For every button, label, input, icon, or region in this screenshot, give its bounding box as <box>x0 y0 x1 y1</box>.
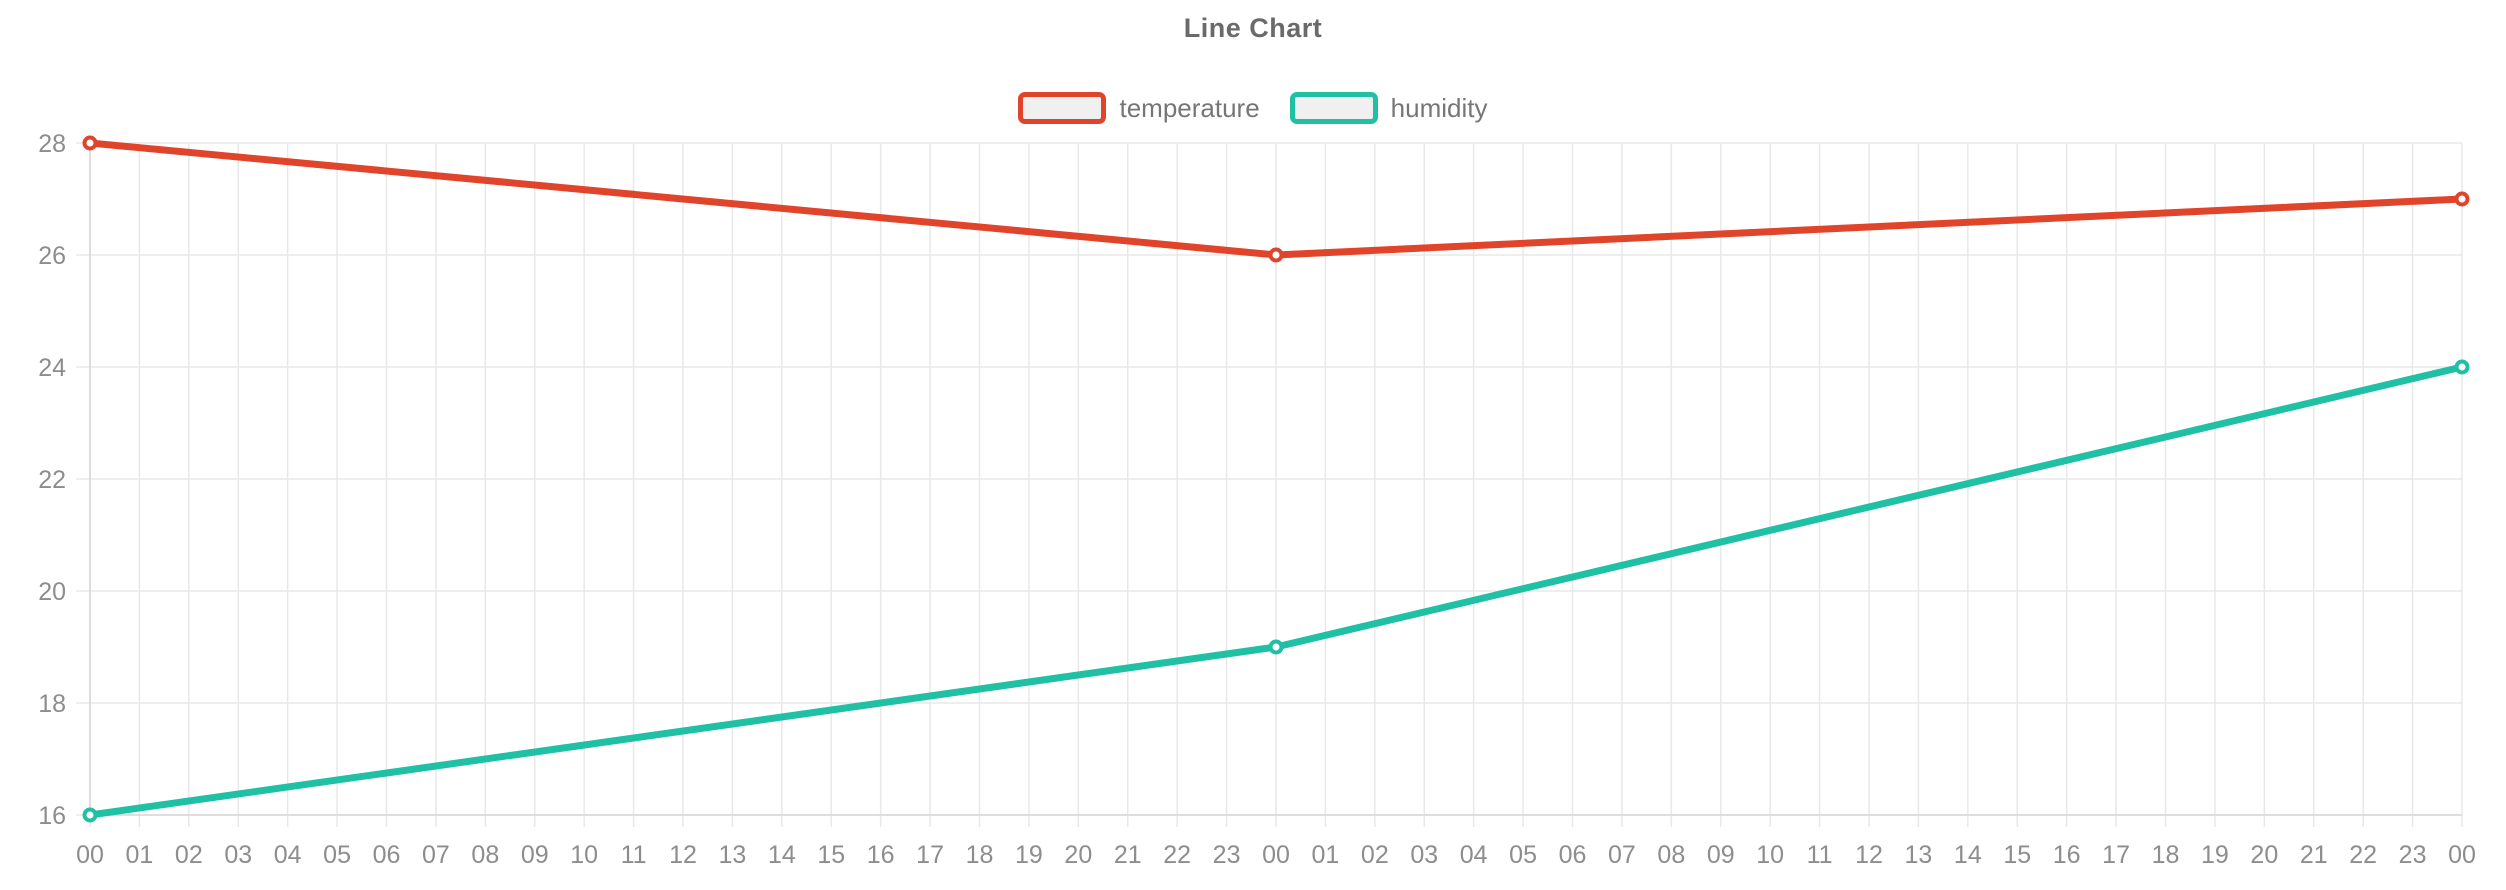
svg-text:05: 05 <box>1509 841 1537 869</box>
svg-text:02: 02 <box>1361 841 1389 869</box>
svg-text:13: 13 <box>1905 841 1933 869</box>
temperature-series <box>82 135 2470 263</box>
humidity-marker <box>82 807 98 823</box>
svg-text:26: 26 <box>38 242 66 270</box>
svg-text:21: 21 <box>2300 841 2328 869</box>
svg-text:12: 12 <box>669 841 697 869</box>
legend-item-temperature[interactable]: temperature <box>1018 92 1260 124</box>
svg-text:16: 16 <box>867 841 895 869</box>
svg-text:00: 00 <box>2448 841 2476 869</box>
svg-text:28: 28 <box>38 130 66 158</box>
svg-text:17: 17 <box>916 841 944 869</box>
svg-text:07: 07 <box>1608 841 1636 869</box>
svg-text:02: 02 <box>175 841 203 869</box>
svg-text:09: 09 <box>521 841 549 869</box>
svg-text:19: 19 <box>2201 841 2229 869</box>
svg-text:16: 16 <box>2053 841 2081 869</box>
humidity-series <box>82 359 2470 823</box>
svg-text:08: 08 <box>471 841 499 869</box>
svg-text:05: 05 <box>323 841 351 869</box>
svg-text:07: 07 <box>422 841 450 869</box>
svg-text:12: 12 <box>1855 841 1883 869</box>
svg-text:24: 24 <box>38 354 66 382</box>
svg-text:01: 01 <box>126 841 154 869</box>
svg-text:10: 10 <box>570 841 598 869</box>
svg-text:17: 17 <box>2102 841 2130 869</box>
legend-label-humidity: humidity <box>1390 92 1488 123</box>
axis-lines <box>89 143 2462 816</box>
temperature-marker <box>1268 247 1284 263</box>
legend-label-temperature: temperature <box>1119 92 1260 123</box>
svg-text:10: 10 <box>1756 841 1784 869</box>
svg-text:21: 21 <box>1114 841 1142 869</box>
x-axis-labels: 00 01 02 03 04 05 06 07 08 09 10 11 12 13 14 15 16 17 18 19… <box>76 841 2476 869</box>
svg-text:23: 23 <box>1213 841 1241 869</box>
svg-text:00: 00 <box>1262 841 1290 869</box>
svg-text:18: 18 <box>966 841 994 869</box>
temperature-swatch-icon <box>1018 92 1107 124</box>
svg-text:22: 22 <box>2349 841 2377 869</box>
svg-text:22: 22 <box>1163 841 1191 869</box>
svg-text:14: 14 <box>768 841 796 869</box>
svg-text:06: 06 <box>373 841 401 869</box>
svg-text:03: 03 <box>224 841 252 869</box>
svg-text:18: 18 <box>2152 841 2180 869</box>
svg-text:15: 15 <box>817 841 845 869</box>
svg-text:20: 20 <box>1064 841 1092 869</box>
humidity-swatch-icon <box>1289 92 1378 124</box>
svg-text:08: 08 <box>1657 841 1685 869</box>
chart-legend: temperature humidity <box>0 92 2506 124</box>
svg-text:13: 13 <box>719 841 747 869</box>
svg-text:22: 22 <box>38 466 66 494</box>
svg-text:00: 00 <box>76 841 104 869</box>
svg-text:14: 14 <box>1954 841 1982 869</box>
svg-text:18: 18 <box>38 690 66 718</box>
svg-text:15: 15 <box>2003 841 2031 869</box>
humidity-marker <box>1268 639 1284 655</box>
legend-item-humidity[interactable]: humidity <box>1289 92 1488 124</box>
svg-text:06: 06 <box>1559 841 1587 869</box>
svg-text:01: 01 <box>1312 841 1340 869</box>
svg-text:04: 04 <box>1460 841 1488 869</box>
svg-text:04: 04 <box>274 841 302 869</box>
svg-text:11: 11 <box>1807 841 1833 869</box>
svg-text:19: 19 <box>1015 841 1043 869</box>
temperature-marker <box>2454 191 2470 207</box>
temperature-marker <box>82 135 98 151</box>
svg-text:03: 03 <box>1410 841 1438 869</box>
svg-text:09: 09 <box>1707 841 1735 869</box>
svg-text:20: 20 <box>2250 841 2278 869</box>
svg-text:16: 16 <box>38 802 66 830</box>
svg-text:23: 23 <box>2399 841 2427 869</box>
vertical-gridlines <box>89 143 2463 827</box>
svg-text:20: 20 <box>38 578 66 606</box>
chart-title: Line Chart <box>1183 13 1323 43</box>
svg-text:11: 11 <box>621 841 647 869</box>
horizontal-gridlines <box>76 142 2462 816</box>
y-axis-labels: 16 18 20 22 24 26 28 <box>38 130 66 830</box>
humidity-marker <box>2454 359 2470 375</box>
